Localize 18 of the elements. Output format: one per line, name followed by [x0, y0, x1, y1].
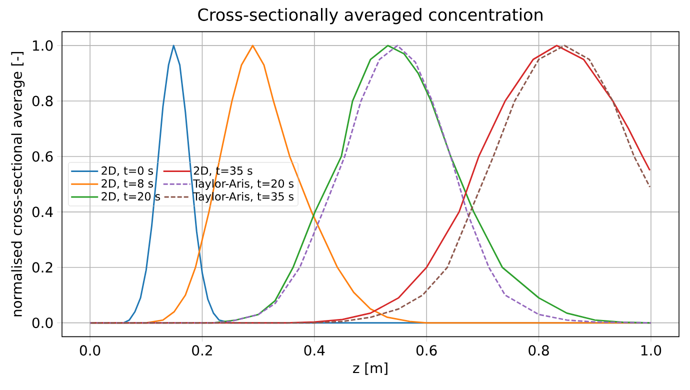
x-tick-label: 0.0: [80, 345, 100, 356]
y-tick-label: 1.0: [33, 40, 53, 51]
legend-label: 2D, t=8 s: [102, 179, 153, 189]
y-tick-label: 0.0: [32, 318, 53, 328]
y-tick-label: 0.8: [32, 96, 53, 106]
x-tick-label: 0.8: [528, 345, 549, 356]
y-tick-label: 0.6: [32, 151, 53, 162]
y-tick-label: 0.2: [32, 262, 52, 273]
legend-label: 2D, t=0 s: [102, 166, 153, 176]
legend-label: 2D, t=20 s: [102, 192, 160, 202]
x-tick-label: 1.0: [641, 345, 662, 356]
chart-title: Cross-sectionally averaged concentration: [198, 8, 542, 24]
y-axis-title: normalised cross-sectional average [-]: [11, 52, 25, 316]
x-tick-label: 0.6: [416, 345, 437, 356]
y-tick-label: 0.4: [32, 206, 53, 218]
x-tick-label: 0.2: [192, 345, 212, 356]
x-axis-title: z [m]: [353, 362, 388, 375]
x-tick-label: 0.4: [304, 345, 325, 356]
